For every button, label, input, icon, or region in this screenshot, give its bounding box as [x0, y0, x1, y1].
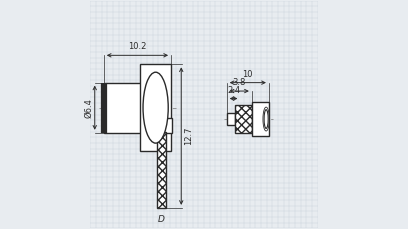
Text: Ø6.4: Ø6.4 [84, 98, 93, 118]
Ellipse shape [143, 72, 168, 143]
Text: 2.4: 2.4 [227, 86, 240, 95]
Ellipse shape [264, 110, 268, 128]
Bar [157, 132, 166, 208]
Bar [235, 105, 252, 133]
Text: 12.7: 12.7 [184, 127, 193, 145]
Bar [140, 64, 171, 151]
Bar [252, 102, 269, 136]
Text: 10.2: 10.2 [128, 42, 146, 51]
Text: 10: 10 [243, 70, 253, 79]
Text: 3.8: 3.8 [233, 78, 246, 87]
Bar [151, 118, 172, 133]
Text: D: D [158, 215, 165, 224]
Bar [227, 113, 235, 125]
Bar [104, 83, 154, 133]
